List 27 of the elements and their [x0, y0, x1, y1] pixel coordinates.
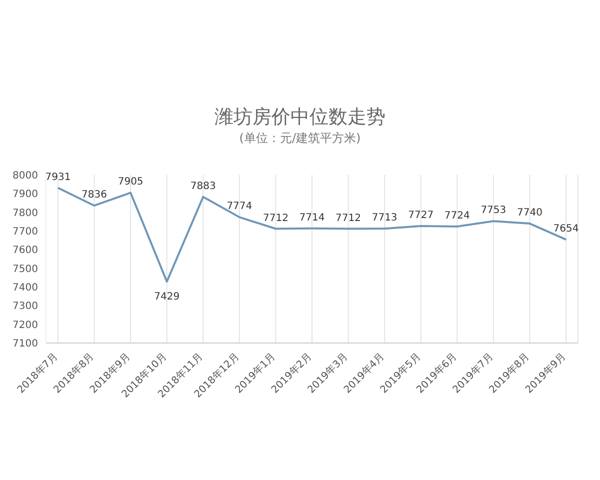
y-tick-label: 7500	[12, 264, 38, 275]
data-label: 7429	[154, 292, 180, 303]
y-tick-label: 7800	[12, 208, 38, 219]
data-label: 7714	[299, 212, 325, 224]
data-label: 7712	[336, 212, 362, 224]
y-tick-label: 7200	[12, 320, 38, 331]
data-label: 7836	[82, 190, 108, 201]
data-label: 7740	[516, 208, 542, 219]
data-label: 7713	[372, 212, 398, 224]
chart-title: 潍坊房价中位数走势	[214, 105, 386, 130]
data-label: 7883	[190, 180, 216, 192]
data-label: 7931	[45, 172, 71, 183]
data-label: 7654	[553, 224, 579, 235]
y-tick-label: 7900	[12, 189, 38, 200]
y-tick-label: 7400	[12, 282, 38, 294]
y-tick-label: 7600	[12, 245, 38, 256]
y-tick-label: 7700	[12, 226, 38, 238]
y-tick-label: 7300	[12, 301, 38, 312]
data-label: 7753	[480, 205, 506, 216]
data-label: 7727	[408, 210, 434, 221]
y-tick-label: 8000	[12, 170, 38, 182]
data-label: 7724	[444, 210, 470, 222]
data-label: 7905	[118, 176, 144, 188]
chart-subtitle: (单位：元/建筑平方米)	[238, 130, 362, 147]
data-label: 7774	[226, 201, 252, 212]
y-tick-label: 7100	[12, 338, 38, 350]
data-label: 7712	[262, 212, 288, 224]
